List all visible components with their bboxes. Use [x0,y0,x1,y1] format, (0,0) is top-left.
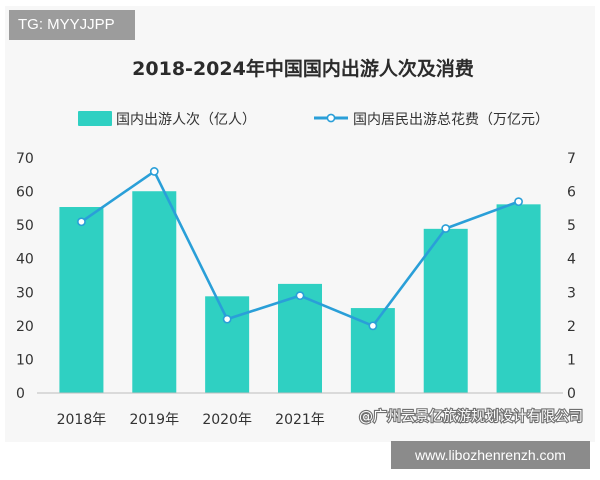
right-y-tick-label: 3 [567,285,576,301]
legend-line-marker [326,113,336,123]
point-2018年 [77,217,86,227]
x-tick-label: 2018年 [57,412,107,428]
legend-bar-swatch [78,111,112,126]
bar-2019年 [132,191,177,393]
right-y-tick-label: 7 [567,151,576,167]
left-y-tick-label: 20 [16,319,34,335]
left-y-tick-label: 30 [16,285,34,301]
x-axis: 2018年 2019年 2020年 2021年 [37,392,563,428]
point-2020年 [222,314,232,324]
right-y-axis: 0 1 2 3 4 5 6 7 [567,151,576,402]
legend-bar-label: 国内出游人次（亿人） [116,112,256,128]
bar-2020年 [205,296,250,393]
chart-title: 2018-2024年中国国内出游人次及消费 [132,57,474,80]
legend-line-label: 国内居民出游总花费（万亿元） [353,112,549,128]
watermark-text: @广州云景亿旅游规划设计有限公司 [359,409,583,425]
right-y-tick-label: 0 [567,386,576,402]
left-y-tick-label: 50 [16,218,34,234]
point-2019年 [149,167,159,176]
bottom-url-badge[interactable]: www.libozhenrenzh.com [391,441,590,469]
left-y-tick-label: 70 [16,151,34,167]
right-y-tick-label: 6 [567,185,576,201]
chart-card: 2018-2024年中国国内出游人次及消费 国内出游人次（亿人） 国内居民出游总… [5,6,595,442]
x-tick-label: 2019年 [129,412,179,428]
point-2022年 [368,321,378,331]
right-y-tick-label: 5 [567,218,576,234]
bar-2023年 [423,228,468,393]
x-tick-label: 2021年 [275,412,325,428]
left-y-tick-label: 10 [16,352,34,368]
line-series [77,167,523,331]
bar-series [59,191,541,393]
point-2023年 [441,224,451,233]
right-y-tick-label: 4 [567,252,576,268]
left-y-tick-label: 0 [16,386,25,402]
left-y-axis: 0 10 20 30 40 50 60 70 [16,151,34,402]
point-2021年 [295,291,305,301]
bar-2024年 [496,204,541,393]
top-tag: TG: MYYJJPP [9,10,135,40]
left-y-tick-label: 60 [16,185,34,201]
right-y-tick-label: 1 [567,352,576,368]
x-tick-label: 2020年 [202,412,252,428]
point-2024年 [514,197,523,207]
left-y-tick-label: 40 [16,252,34,268]
chart-canvas: 2018-2024年中国国内出游人次及消费 国内出游人次（亿人） 国内居民出游总… [16,57,584,428]
bar-2018年 [59,207,104,393]
right-y-tick-label: 2 [567,319,576,335]
